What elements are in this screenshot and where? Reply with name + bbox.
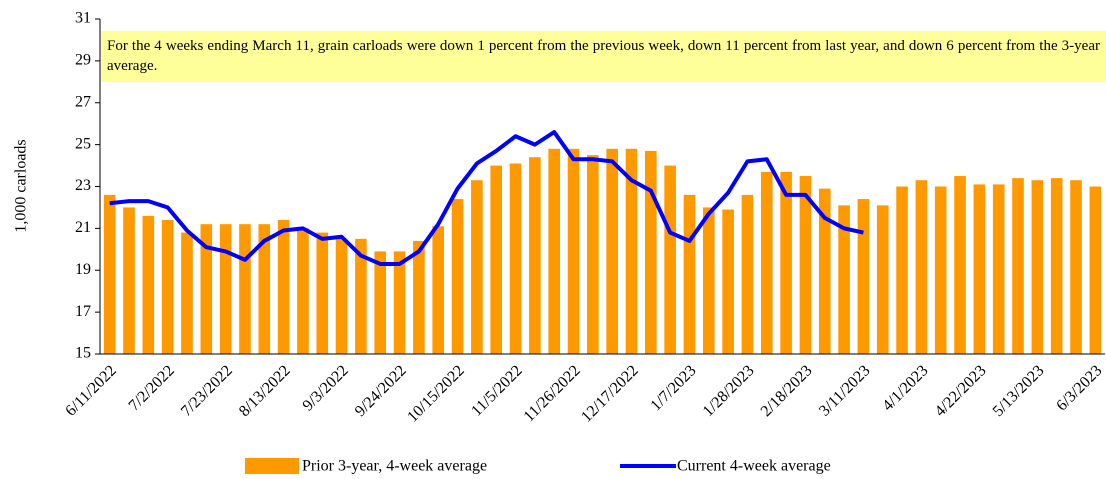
bar: [1089, 186, 1102, 354]
bar: [1031, 180, 1044, 354]
bar: [896, 186, 908, 354]
bar: [664, 165, 676, 354]
bar: [548, 148, 560, 354]
bar: [934, 186, 947, 354]
bar: [992, 184, 1005, 354]
legend-label: Prior 3-year, 4-week average: [302, 458, 487, 475]
bar: [219, 224, 232, 354]
bar: [200, 224, 213, 354]
bar: [818, 188, 831, 354]
bar: [393, 251, 406, 354]
y-tick-label: 25: [75, 135, 91, 152]
bar: [915, 180, 928, 354]
bar: [181, 232, 193, 354]
x-tick-label: 6/3/2023: [1053, 362, 1105, 414]
bar: [683, 194, 696, 354]
bar: [567, 148, 580, 354]
legend-swatch: [245, 458, 299, 474]
x-tick-label: 3/11/2023: [816, 362, 873, 419]
y-tick-label: 23: [75, 177, 91, 194]
x-tick-label: 10/15/2022: [404, 362, 468, 426]
bar: [529, 157, 541, 354]
bar: [239, 224, 251, 354]
x-tick-label: 8/13/2022: [236, 362, 294, 420]
bar: [451, 199, 464, 354]
line: [109, 130, 864, 266]
x-tick-label: 7/23/2022: [178, 362, 236, 420]
bar: [1050, 178, 1063, 354]
bar: [355, 238, 367, 354]
x-tick-label: 4/1/2023: [879, 362, 931, 414]
y-tick-label: 31: [75, 10, 91, 27]
bar: [142, 215, 155, 354]
y-axis-label: 1,000 carloads: [13, 139, 30, 232]
x-tick-label: 6/11/2022: [62, 362, 119, 419]
bar: [722, 209, 734, 354]
bar: [838, 205, 850, 354]
x-tick-label: 12/17/2022: [578, 362, 642, 426]
y-tick-label: 15: [75, 345, 91, 362]
legend-label: Current 4-week average: [677, 458, 831, 475]
bar: [297, 228, 309, 354]
bar: [1070, 180, 1082, 354]
bar: [606, 148, 618, 354]
bar: [413, 240, 425, 354]
bar: [780, 171, 792, 354]
bar: [1012, 178, 1024, 354]
bar: [857, 199, 870, 354]
annotation: For the 4 weeks ending March 11, grain c…: [101, 31, 1106, 82]
bar: [876, 205, 889, 354]
y-tick-label: 29: [75, 52, 91, 69]
bar: [509, 163, 522, 354]
bar: [954, 176, 966, 354]
x-tick-label: 4/22/2023: [932, 362, 990, 420]
x-tick-label: 1/7/2023: [647, 362, 699, 414]
bar: [703, 207, 715, 354]
bar: [799, 176, 812, 354]
y-tick-label: 19: [75, 261, 91, 278]
bar: [973, 184, 986, 354]
bar: [161, 220, 174, 354]
bar: [471, 180, 483, 354]
bar: [374, 251, 387, 354]
x-tick-label: 1/28/2023: [700, 362, 758, 420]
bar: [741, 194, 754, 354]
bar: [335, 238, 348, 354]
y-tick-label: 21: [75, 219, 91, 236]
bar: [587, 155, 599, 354]
bar: [490, 165, 502, 354]
bar: [123, 207, 135, 354]
x-tick-label: 9/3/2022: [300, 362, 352, 414]
x-tick-label: 7/2/2022: [126, 362, 178, 414]
bar: [103, 194, 116, 354]
y-tick-label: 27: [75, 93, 91, 110]
x-tick-label: 2/18/2023: [758, 362, 816, 420]
bar: [316, 232, 329, 354]
x-tick-label: 11/5/2022: [468, 362, 525, 419]
bar: [760, 171, 773, 354]
y-tick-label: 17: [75, 303, 91, 320]
bar: [277, 220, 290, 354]
bar: [625, 148, 638, 354]
x-tick-label: 9/24/2022: [352, 362, 410, 420]
bar: [432, 226, 445, 354]
x-tick-label: 11/26/2022: [521, 362, 584, 425]
bar: [645, 150, 657, 354]
bar: [258, 224, 271, 354]
x-tick-label: 5/13/2023: [990, 362, 1048, 420]
